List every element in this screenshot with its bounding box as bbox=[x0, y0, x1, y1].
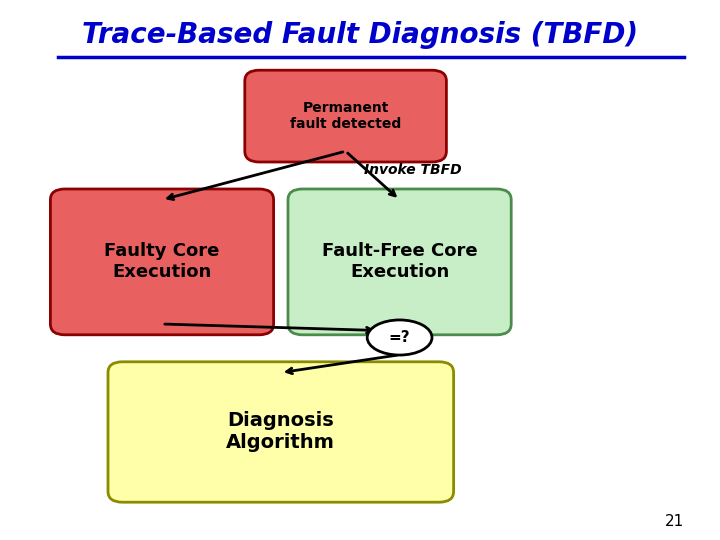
Text: Diagnosis
Algorithm: Diagnosis Algorithm bbox=[226, 411, 336, 453]
Text: Permanent
fault detected: Permanent fault detected bbox=[290, 101, 401, 131]
Text: Trace-Based Fault Diagnosis (TBFD): Trace-Based Fault Diagnosis (TBFD) bbox=[82, 21, 638, 49]
FancyBboxPatch shape bbox=[108, 362, 454, 502]
Text: Invoke TBFD: Invoke TBFD bbox=[364, 163, 462, 177]
FancyBboxPatch shape bbox=[50, 189, 274, 335]
Text: Faulty Core
Execution: Faulty Core Execution bbox=[104, 242, 220, 281]
Text: Fault-Free Core
Execution: Fault-Free Core Execution bbox=[322, 242, 477, 281]
Text: =?: =? bbox=[389, 330, 410, 345]
FancyBboxPatch shape bbox=[245, 70, 446, 162]
FancyBboxPatch shape bbox=[288, 189, 511, 335]
Ellipse shape bbox=[367, 320, 432, 355]
Text: 21: 21 bbox=[665, 514, 684, 529]
